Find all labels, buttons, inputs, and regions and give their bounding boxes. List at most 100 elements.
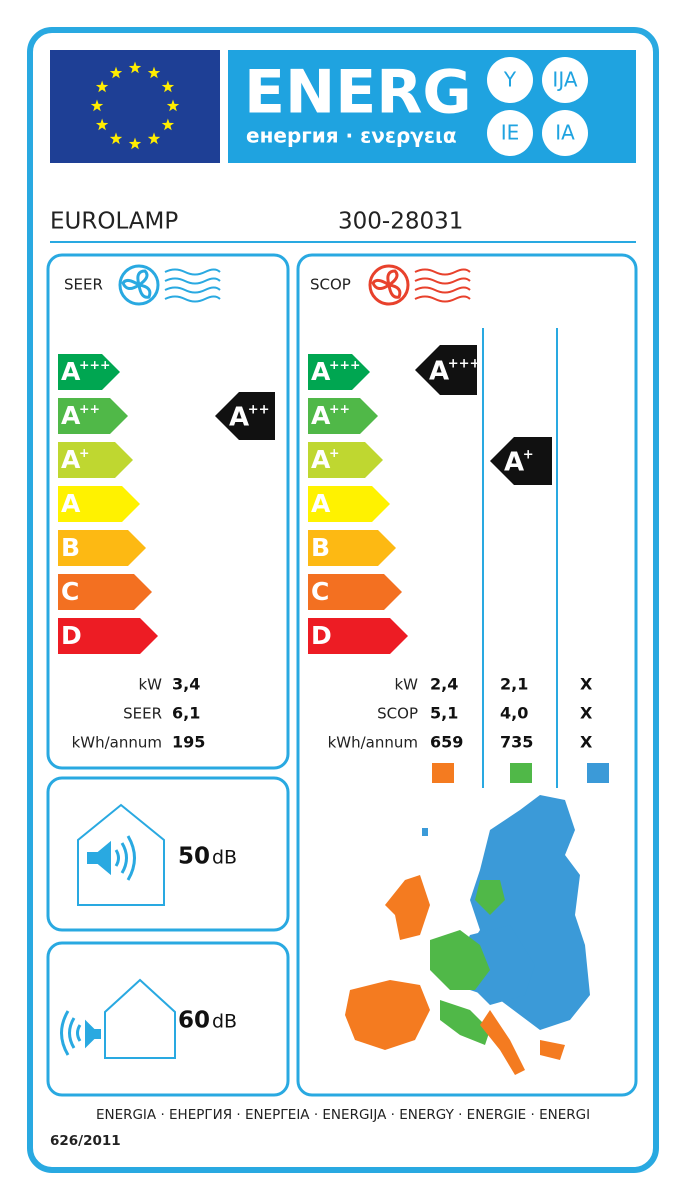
class-arrow [308, 354, 370, 390]
star [90, 99, 104, 112]
row-value: 2,4 [430, 675, 458, 694]
class-label-plus: ++ [79, 401, 100, 416]
colder-swatch [587, 763, 609, 783]
class-label-plus: + [329, 445, 339, 460]
europe-map [345, 795, 590, 1075]
regulation: 626/2011 [50, 1133, 121, 1149]
class-label: C [61, 577, 79, 606]
class-label-plus: +++ [79, 357, 110, 372]
row-value: 195 [172, 733, 205, 752]
row-value: 659 [430, 733, 463, 752]
rating-label-plus: +++ [448, 357, 481, 372]
class-arrow [58, 530, 146, 566]
row-value: 735 [500, 733, 533, 752]
star [109, 66, 123, 79]
star [128, 137, 142, 150]
row-name: SEER [123, 705, 162, 723]
suffix: IJA [552, 68, 577, 92]
row-value: 3,4 [172, 675, 200, 694]
rating-label-plus: + [523, 448, 534, 463]
suffix: IE [501, 121, 520, 145]
star [161, 80, 175, 93]
rating-arrow [215, 392, 275, 440]
heating-panel [296, 253, 638, 1097]
class-label-plus: +++ [329, 357, 360, 372]
star [166, 99, 180, 112]
heating-label: SCOP [310, 276, 351, 294]
row-value: 4,0 [500, 704, 528, 723]
average-swatch [510, 763, 532, 783]
suffix: IA [555, 121, 575, 145]
star [161, 118, 175, 131]
class-arrow [308, 442, 383, 478]
row-value: X [580, 733, 593, 752]
cooling-icon [118, 264, 221, 306]
star [147, 132, 161, 145]
row-name: kWh/annum [328, 734, 418, 752]
class-arrow [308, 530, 396, 566]
rating-label-plus: ++ [248, 403, 270, 418]
flag-stars [90, 61, 180, 150]
banner-subtitle: енергия · ενεργεια [246, 124, 457, 148]
class-arrow [58, 486, 140, 522]
class-label: A [311, 445, 331, 474]
class-label-plus: ++ [329, 401, 350, 416]
row-name: SCOP [377, 705, 418, 723]
suffix: Y [503, 68, 517, 92]
star [109, 132, 123, 145]
indoor-noise-icon [77, 803, 165, 906]
class-arrow [308, 618, 408, 654]
star [95, 80, 109, 93]
cooling-panel [46, 253, 290, 770]
class-label: A [61, 445, 81, 474]
outdoor-noise-panel [46, 941, 290, 1097]
class-arrow [58, 398, 128, 434]
class-label: B [61, 533, 80, 562]
supplier: EUROLAMP [50, 209, 178, 235]
class-label-plus: + [79, 445, 89, 460]
footer-languages: ENERGIA · ЕНЕРГИЯ · ΕΝΕΡΓΕΙΑ · ENERGIJA … [96, 1107, 590, 1123]
class-label: D [311, 621, 332, 650]
row-value: 6,1 [172, 704, 200, 723]
indoor-noise-panel [46, 776, 290, 932]
row-name: kW [138, 676, 162, 694]
rating-label: A [229, 403, 249, 433]
outdoor-noise-value: 60 [178, 1008, 210, 1034]
rating-label: A [429, 357, 449, 387]
class-arrow [58, 442, 133, 478]
heating-icon [368, 264, 471, 306]
outdoor-noise-icon [60, 978, 176, 1059]
class-label: D [61, 621, 82, 650]
model: 300-28031 [338, 209, 463, 235]
class-label: A [311, 357, 331, 386]
indoor-noise-value: 50 [178, 844, 210, 870]
class-arrow [58, 618, 158, 654]
row-value: 5,1 [430, 704, 458, 723]
indoor-noise-unit: dB [212, 847, 237, 869]
class-label: B [311, 533, 330, 562]
class-label: A [61, 401, 81, 430]
star [95, 118, 109, 131]
class-arrow [58, 574, 152, 610]
class-label: A [61, 489, 81, 518]
warmer-swatch [432, 763, 454, 783]
star [147, 66, 161, 79]
rating-label: A [504, 448, 524, 478]
outdoor-noise-unit: dB [212, 1011, 237, 1033]
rating-arrow [490, 437, 552, 485]
class-arrow [308, 574, 402, 610]
row-name: kW [394, 676, 418, 694]
class-arrow [308, 398, 378, 434]
row-value: X [580, 704, 593, 723]
banner-title: ENERG [244, 58, 472, 128]
row-value: X [580, 675, 593, 694]
class-label: A [61, 357, 81, 386]
class-arrow [58, 354, 120, 390]
class-label: A [311, 401, 331, 430]
star [128, 61, 142, 74]
row-name: kWh/annum [72, 734, 162, 752]
rating-arrow [415, 345, 477, 395]
class-label: A [311, 489, 331, 518]
suffix-circles [487, 57, 588, 156]
